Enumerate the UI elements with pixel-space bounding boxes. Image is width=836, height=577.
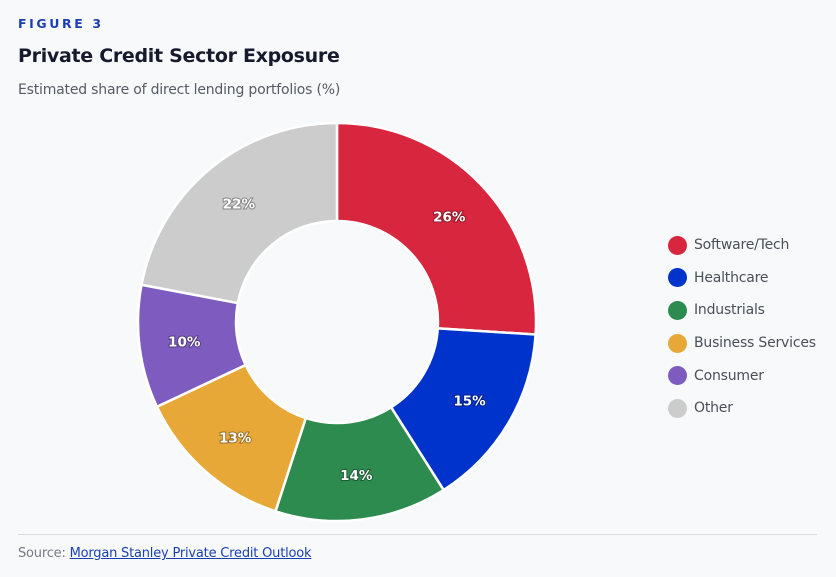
slice-value-label: 15% bbox=[453, 393, 486, 409]
legend-label: Other bbox=[694, 400, 733, 417]
source-prefix: Source: bbox=[18, 546, 66, 561]
slice-value-label: 22% bbox=[223, 196, 256, 212]
legend-item-business-services[interactable]: Business Services bbox=[668, 327, 816, 360]
legend-swatch-icon bbox=[668, 300, 687, 320]
donut-slice-other[interactable] bbox=[140, 121, 339, 305]
slice-value-label: 13% bbox=[219, 431, 252, 447]
legend-label: Consumer bbox=[694, 367, 764, 384]
chart-subtitle: Estimated share of direct lending portfo… bbox=[18, 82, 341, 98]
legend-label: Software/Tech bbox=[694, 237, 790, 254]
legend-swatch-icon bbox=[668, 398, 687, 418]
legend-swatch-icon bbox=[668, 366, 687, 386]
legend-label: Industrials bbox=[694, 302, 765, 319]
donut-slice-software-tech[interactable] bbox=[335, 121, 538, 336]
legend-swatch-icon bbox=[668, 268, 687, 288]
slice-value-label: 26% bbox=[433, 210, 466, 226]
legend-item-healthcare[interactable]: Healthcare bbox=[668, 262, 816, 295]
legend-label: Healthcare bbox=[694, 269, 769, 286]
legend-swatch-icon bbox=[668, 333, 687, 353]
source-note: Source: Morgan Stanley Private Credit Ou… bbox=[18, 546, 312, 561]
slice-value-label: 10% bbox=[168, 334, 201, 350]
source-link[interactable]: Morgan Stanley Private Credit Outlook bbox=[69, 546, 312, 561]
legend-item-software-tech[interactable]: Software/Tech bbox=[668, 229, 816, 262]
legend-item-consumer[interactable]: Consumer bbox=[668, 359, 816, 392]
legend-swatch-icon bbox=[668, 235, 687, 255]
legend-label: Business Services bbox=[694, 335, 816, 352]
slice-value-label: 14% bbox=[340, 468, 373, 484]
footer-divider bbox=[18, 534, 817, 535]
legend-item-other[interactable]: Other bbox=[668, 392, 816, 425]
figure-number: FIGURE 3 bbox=[18, 16, 104, 31]
chart-legend: Software/Tech Healthcare Industrials Busine… bbox=[668, 229, 816, 425]
legend-item-industrials[interactable]: Industrials bbox=[668, 294, 816, 327]
chart-title: Private Credit Sector Exposure bbox=[18, 45, 340, 67]
